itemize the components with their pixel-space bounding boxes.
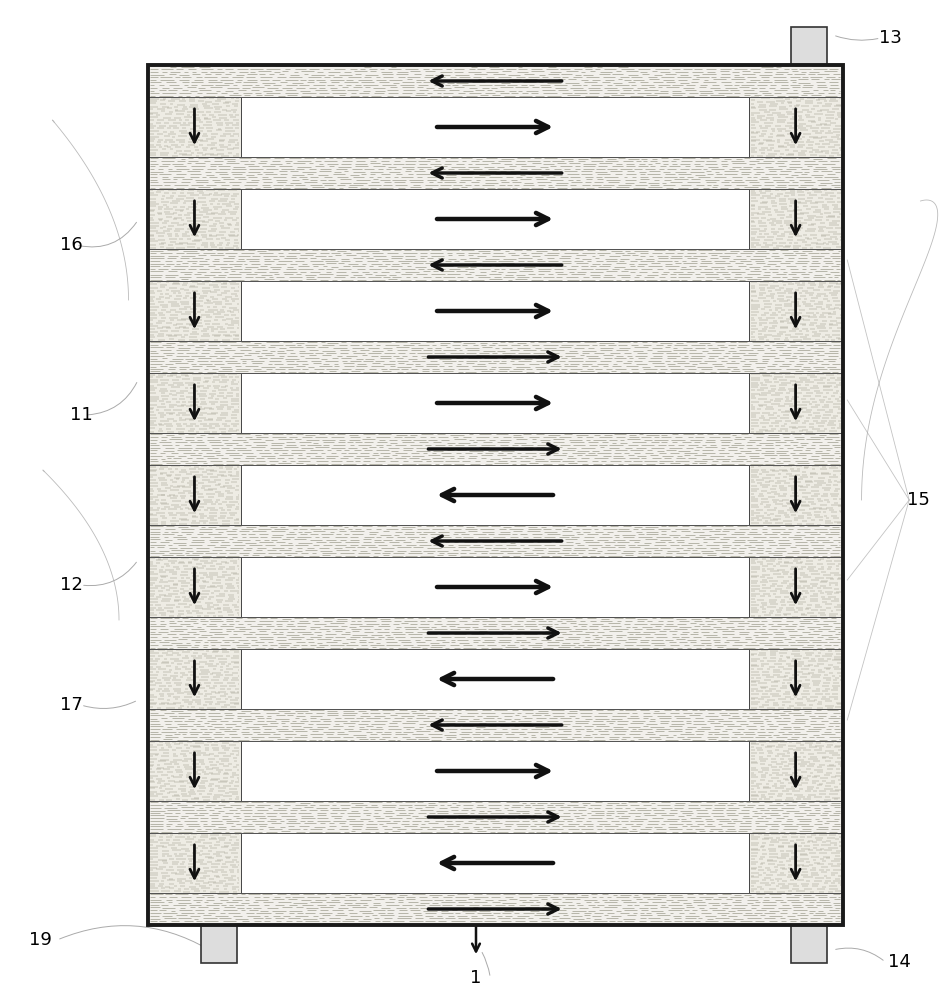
Bar: [148, 741, 843, 801]
Bar: [748, 741, 843, 801]
Text: 17: 17: [60, 696, 83, 714]
Bar: [148, 741, 242, 801]
Bar: [148, 97, 242, 157]
Bar: [148, 709, 843, 741]
Bar: [148, 525, 843, 557]
Bar: [748, 281, 843, 341]
Text: 1: 1: [470, 969, 482, 987]
Bar: [148, 465, 843, 525]
Bar: [791, 27, 827, 65]
Bar: [148, 65, 843, 97]
Bar: [148, 97, 843, 157]
Bar: [748, 465, 843, 525]
Bar: [748, 373, 843, 433]
Text: 19: 19: [29, 931, 51, 949]
Bar: [201, 925, 237, 963]
Text: 13: 13: [879, 29, 902, 47]
Bar: [148, 617, 843, 649]
Bar: [148, 373, 242, 433]
Bar: [148, 557, 242, 617]
Text: 16: 16: [60, 236, 83, 254]
Bar: [148, 557, 843, 617]
Bar: [148, 893, 843, 925]
Bar: [148, 433, 843, 465]
Bar: [148, 189, 242, 249]
Text: 11: 11: [69, 406, 92, 424]
Bar: [791, 925, 827, 963]
Bar: [148, 281, 843, 341]
Bar: [148, 649, 843, 709]
Text: 12: 12: [60, 576, 83, 594]
Bar: [148, 281, 242, 341]
Bar: [148, 341, 843, 373]
Bar: [748, 189, 843, 249]
Bar: [148, 189, 843, 249]
Bar: [748, 833, 843, 893]
Bar: [148, 249, 843, 281]
Bar: [148, 649, 242, 709]
Bar: [148, 65, 843, 925]
Bar: [148, 801, 843, 833]
Bar: [148, 157, 843, 189]
Bar: [748, 97, 843, 157]
Text: 14: 14: [888, 953, 911, 971]
Text: 15: 15: [907, 491, 930, 509]
Bar: [748, 557, 843, 617]
Bar: [148, 465, 242, 525]
Bar: [148, 373, 843, 433]
Bar: [148, 833, 242, 893]
Bar: [748, 649, 843, 709]
Bar: [148, 833, 843, 893]
